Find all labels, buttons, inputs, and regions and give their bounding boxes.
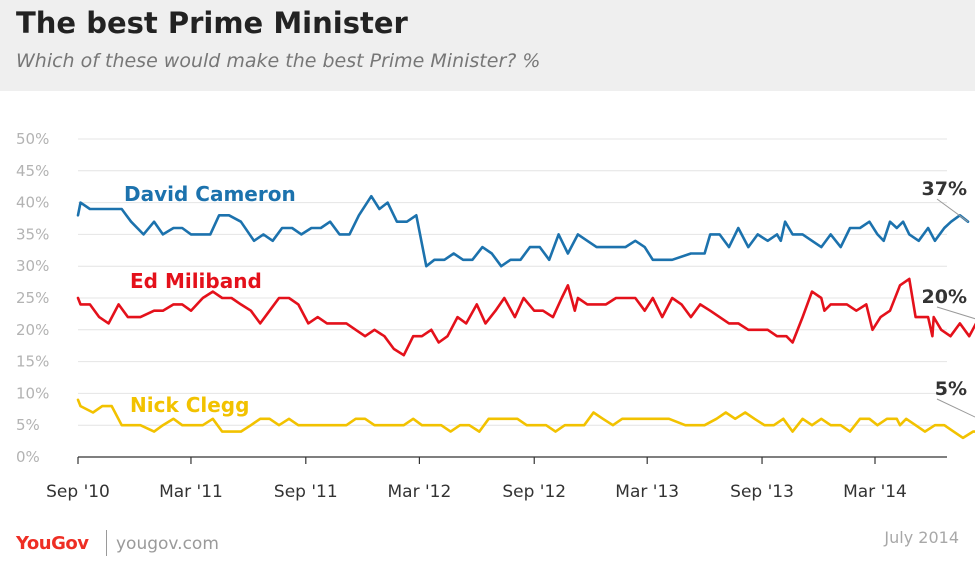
chart-title: The best Prime Minister — [16, 6, 408, 40]
footer-site-link[interactable]: yougov.com — [116, 534, 219, 554]
series-label-nick-clegg: Nick Clegg — [130, 393, 249, 417]
x-tick-label: Sep '11 — [274, 482, 338, 502]
series-label-ed-miliband: Ed Miliband — [130, 269, 262, 293]
y-tick-label: 45% — [16, 162, 49, 180]
y-tick-label: 10% — [16, 384, 49, 402]
footer-date: July 2014 — [884, 528, 959, 547]
series-line-ed-miliband — [76, 277, 975, 357]
chart-series — [76, 194, 975, 440]
y-tick-label: 50% — [16, 130, 49, 148]
y-tick-label: 20% — [16, 321, 49, 339]
end-value-label-ed-miliband: 20% — [922, 286, 967, 308]
series-line-nick-clegg — [76, 398, 975, 440]
x-tick-label: Sep '13 — [730, 482, 794, 502]
y-axis: 0% 5% 10% 15% 20% 25% 30% 35% 40% 45% 50% — [16, 130, 49, 466]
series-line-david-cameron — [76, 194, 970, 268]
x-tick-label: Mar '14 — [843, 482, 907, 502]
chart-series-labels: David Cameron 37% Ed Miliband 20% Nick Clegg… — [124, 178, 975, 418]
end-label-leader — [936, 398, 975, 418]
footer-divider — [106, 530, 107, 556]
chart-grid — [78, 138, 947, 426]
end-value-label-david-cameron: 37% — [922, 178, 967, 200]
chart-subtitle: Which of these would make the best Prime… — [16, 50, 541, 72]
x-tick-label: Mar '12 — [387, 482, 451, 502]
chart-header: The best Prime Minister Which of these w… — [0, 0, 975, 91]
yougov-logo: YouGov — [16, 533, 89, 554]
y-tick-label: 5% — [16, 416, 40, 434]
end-value-label-nick-clegg: 5% — [935, 378, 967, 400]
y-tick-label: 30% — [16, 257, 49, 275]
y-tick-label: 40% — [16, 194, 49, 212]
end-label-leader — [936, 198, 969, 223]
end-label-leader — [936, 306, 975, 320]
x-tick-label: Mar '11 — [159, 482, 223, 502]
x-tick-label: Sep '12 — [502, 482, 566, 502]
y-tick-label: 25% — [16, 289, 49, 307]
x-tick-label: Sep '10 — [46, 482, 110, 502]
series-label-david-cameron: David Cameron — [124, 182, 296, 206]
x-axis: Sep '10 Mar '11 Sep '11 Mar '12 Sep '12 Mar '… — [46, 456, 947, 502]
y-tick-label: 0% — [16, 448, 40, 466]
y-tick-label: 35% — [16, 225, 49, 243]
y-tick-label: 15% — [16, 353, 49, 371]
x-tick-label: Mar '13 — [615, 482, 679, 502]
